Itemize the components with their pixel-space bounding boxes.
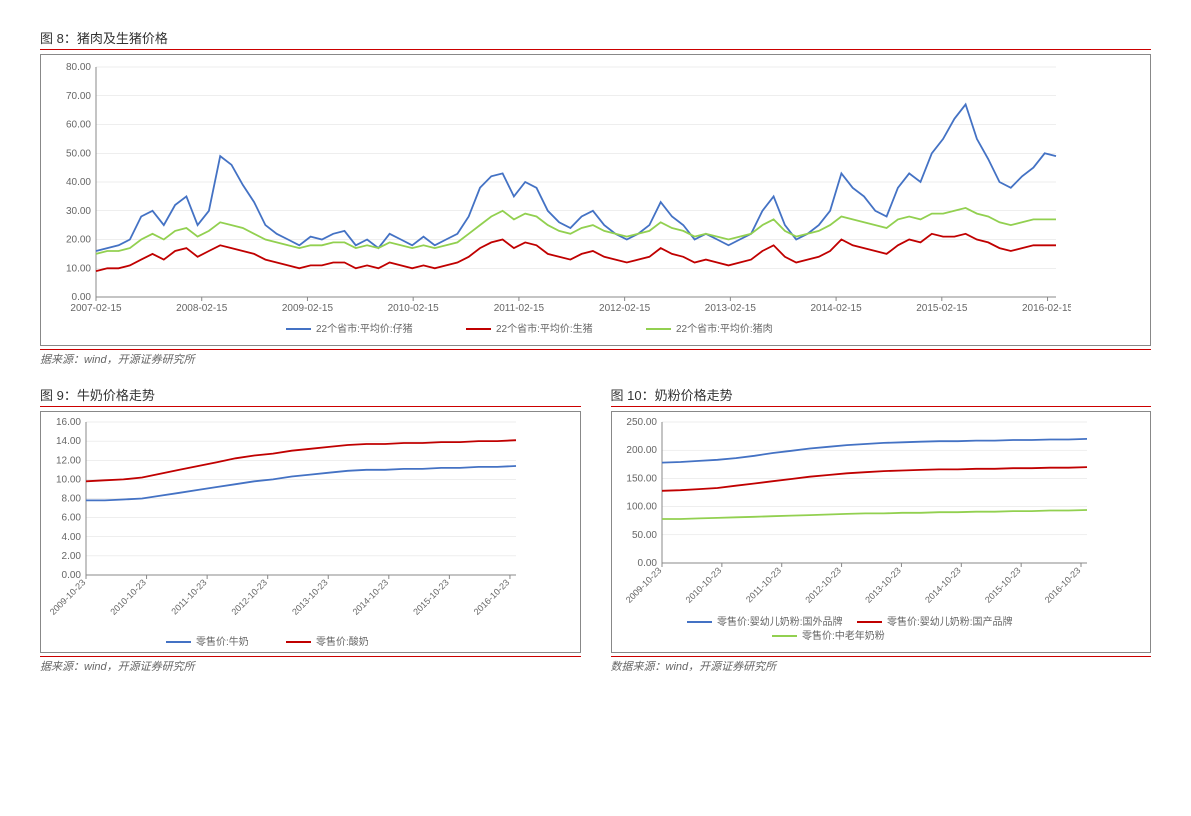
svg-text:22个省市:平均价:猪肉: 22个省市:平均价:猪肉: [676, 322, 773, 335]
chart9-svg: 0.002.004.006.008.0010.0012.0014.0016.00…: [41, 412, 531, 652]
svg-text:零售价:酸奶: 零售价:酸奶: [316, 635, 369, 648]
svg-text:2015-10-23: 2015-10-23: [411, 577, 451, 617]
chart8-title-prefix: 图 8：: [40, 31, 77, 46]
chart10-svg: 0.0050.00100.00150.00200.00250.002009-10…: [612, 412, 1102, 652]
svg-text:16.00: 16.00: [56, 417, 81, 428]
svg-text:2011-10-23: 2011-10-23: [169, 577, 208, 616]
svg-text:70.00: 70.00: [66, 91, 91, 102]
svg-text:2011-02-15: 2011-02-15: [494, 303, 545, 314]
svg-text:2015-02-15: 2015-02-15: [916, 303, 968, 314]
svg-text:10.00: 10.00: [66, 263, 91, 274]
svg-text:200.00: 200.00: [626, 445, 657, 456]
svg-text:2016-10-23: 2016-10-23: [1042, 565, 1082, 605]
svg-text:2015-10-23: 2015-10-23: [982, 565, 1022, 605]
svg-text:22个省市:平均价:仔猪: 22个省市:平均价:仔猪: [316, 322, 413, 335]
chart-row-2: 图 9：牛奶价格走势 0.002.004.006.008.0010.0012.0…: [40, 377, 1151, 674]
svg-text:2012-10-23: 2012-10-23: [229, 577, 269, 617]
svg-text:零售价:牛奶: 零售价:牛奶: [196, 635, 249, 648]
chart9-title: 图 9：牛奶价格走势: [40, 385, 581, 407]
svg-text:2016-10-23: 2016-10-23: [472, 577, 512, 617]
svg-text:2007-02-15: 2007-02-15: [70, 303, 122, 314]
svg-text:2.00: 2.00: [62, 551, 82, 562]
svg-text:40.00: 40.00: [66, 177, 91, 188]
chart10-title-text: 奶粉价格走势: [655, 388, 733, 403]
svg-text:60.00: 60.00: [66, 120, 91, 131]
svg-text:50.00: 50.00: [66, 148, 91, 159]
chart10-title-prefix: 图 10：: [611, 388, 655, 403]
chart8-title-text: 猪肉及生猪价格: [77, 31, 168, 46]
svg-text:4.00: 4.00: [62, 532, 82, 543]
chart9-box: 0.002.004.006.008.0010.0012.0014.0016.00…: [40, 411, 581, 653]
svg-text:80.00: 80.00: [66, 62, 91, 73]
svg-text:2011-10-23: 2011-10-23: [743, 565, 782, 604]
chart10-source: 数据来源：wind，开源证券研究所: [611, 656, 1152, 674]
svg-text:10.00: 10.00: [56, 474, 81, 485]
svg-text:2012-02-15: 2012-02-15: [599, 303, 651, 314]
chart9-title-prefix: 图 9：: [40, 388, 77, 403]
svg-text:22个省市:平均价:生猪: 22个省市:平均价:生猪: [496, 322, 593, 335]
svg-text:6.00: 6.00: [62, 513, 82, 524]
chart8-box: 0.00 10.00 20.00 30.00 40.00 50.00 60.00 70.00 8…: [40, 54, 1151, 346]
svg-text:12.00: 12.00: [56, 455, 81, 466]
svg-text:30.00: 30.00: [66, 206, 91, 217]
svg-text:2013-10-23: 2013-10-23: [863, 565, 903, 605]
svg-text:150.00: 150.00: [626, 473, 657, 484]
svg-text:2010-10-23: 2010-10-23: [108, 577, 148, 617]
svg-text:2014-10-23: 2014-10-23: [351, 577, 391, 617]
chart10-col: 图 10：奶粉价格走势 0.0050.00100.00150.00200.002…: [611, 377, 1152, 674]
svg-text:100.00: 100.00: [626, 502, 657, 513]
svg-text:14.00: 14.00: [56, 436, 81, 447]
chart9-source: 据来源：wind，开源证券研究所: [40, 656, 581, 674]
svg-text:2009-02-15: 2009-02-15: [282, 303, 334, 314]
svg-text:2012-10-23: 2012-10-23: [803, 565, 843, 605]
chart10-box: 0.0050.00100.00150.00200.00250.002009-10…: [611, 411, 1152, 653]
svg-text:零售价:婴幼儿奶粉:国产品牌: 零售价:婴幼儿奶粉:国产品牌: [887, 615, 1013, 628]
svg-text:20.00: 20.00: [66, 235, 91, 246]
svg-text:2014-10-23: 2014-10-23: [923, 565, 963, 605]
svg-text:零售价:中老年奶粉: 零售价:中老年奶粉: [802, 629, 885, 642]
svg-text:2013-10-23: 2013-10-23: [290, 577, 330, 617]
chart8-title: 图 8：猪肉及生猪价格: [40, 28, 1151, 50]
svg-text:零售价:婴幼儿奶粉:国外品牌: 零售价:婴幼儿奶粉:国外品牌: [717, 615, 843, 628]
svg-text:2009-10-23: 2009-10-23: [623, 565, 663, 605]
svg-text:8.00: 8.00: [62, 494, 82, 505]
svg-text:2010-10-23: 2010-10-23: [683, 565, 723, 605]
svg-text:2016-02-15: 2016-02-15: [1022, 303, 1071, 314]
svg-text:0.00: 0.00: [72, 292, 92, 303]
chart8-svg: 0.00 10.00 20.00 30.00 40.00 50.00 60.00 70.00 8…: [41, 55, 1071, 345]
svg-text:2010-02-15: 2010-02-15: [388, 303, 440, 314]
chart8-source: 据来源：wind，开源证券研究所: [40, 349, 1151, 367]
svg-text:2014-02-15: 2014-02-15: [811, 303, 863, 314]
chart9-title-text: 牛奶价格走势: [77, 388, 155, 403]
svg-text:2013-02-15: 2013-02-15: [705, 303, 757, 314]
svg-text:250.00: 250.00: [626, 417, 657, 428]
svg-text:2009-10-23: 2009-10-23: [48, 577, 88, 617]
chart9-col: 图 9：牛奶价格走势 0.002.004.006.008.0010.0012.0…: [40, 377, 581, 674]
svg-text:50.00: 50.00: [631, 530, 656, 541]
chart10-title: 图 10：奶粉价格走势: [611, 385, 1152, 407]
svg-text:2008-02-15: 2008-02-15: [176, 303, 228, 314]
